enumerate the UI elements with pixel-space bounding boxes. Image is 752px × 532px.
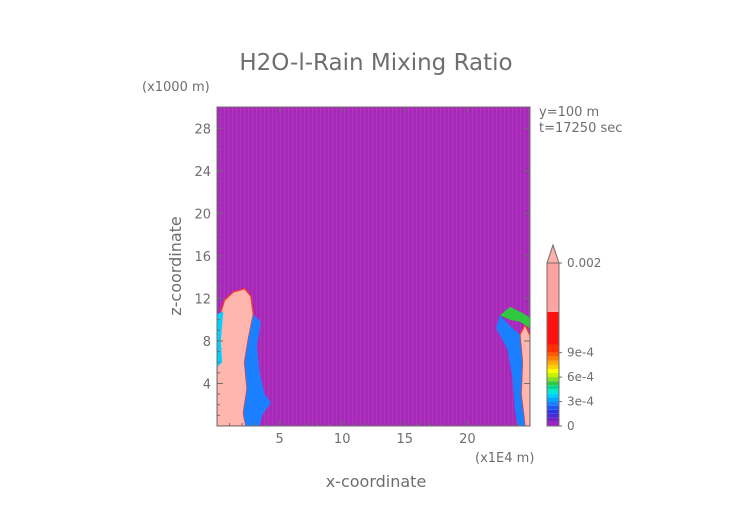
y-tick-label: 12 (194, 292, 211, 307)
x-tick-label: 15 (397, 432, 414, 447)
colorbar-band (547, 373, 559, 378)
colorbar-label: 9e-4 (567, 346, 594, 360)
colorbar-band (547, 405, 559, 410)
colorbar-band (547, 393, 559, 398)
field-texture (217, 107, 530, 426)
annotation-t: t=17250 sec (539, 121, 622, 136)
y-tick-label: 16 (194, 250, 211, 265)
y-tick-label: 4 (203, 377, 211, 392)
colorbar-band (547, 263, 559, 312)
colorbar-band (547, 417, 559, 422)
left-rain-fringe (243, 314, 271, 426)
y-tick-label: 8 (203, 335, 211, 350)
colorbar-label: 0.002 (567, 256, 601, 270)
y-axis: 4 8 12 16 20 24 28 (194, 106, 530, 427)
x-tick-label: 10 (334, 432, 351, 447)
x-tick-label: 20 (459, 432, 476, 447)
colorbar-band (547, 311, 559, 345)
colorbar-frame (546, 262, 560, 427)
colorbar-band (547, 421, 559, 426)
colorbar-band (547, 364, 559, 369)
y-tick-label: 20 (194, 207, 211, 222)
colorbar-band (547, 401, 559, 406)
plot-area (217, 107, 530, 426)
annotation-y: y=100 m (539, 105, 599, 120)
y-tick-label: 24 (194, 165, 211, 180)
x-axis: 5 10 15 20 (216, 107, 531, 447)
colorbar-label: 6e-4 (567, 370, 594, 384)
colorbar-band (547, 352, 559, 357)
colorbar-band (547, 377, 559, 382)
colorbar-band (547, 409, 559, 414)
left-edge-band (217, 311, 224, 368)
x-tick-label: 5 (275, 432, 283, 447)
colorbar-band (547, 413, 559, 418)
colorbar-band (547, 344, 559, 353)
y-axis-title: z-coordinate (166, 216, 185, 316)
colorbar: 0 3e-4 6e-4 9e-4 0.002 (546, 243, 601, 433)
colorbar-label: 3e-4 (567, 395, 594, 409)
colorbar-over-arrow (546, 243, 560, 264)
colorbar-band (547, 385, 559, 390)
x-axis-title: x-coordinate (326, 472, 427, 491)
colorbar-band (547, 356, 559, 361)
colorbar-label: 0 (567, 419, 575, 433)
chart-title: H2O-l-Rain Mixing Ratio (239, 50, 512, 76)
y-tick-label: 28 (194, 122, 211, 137)
colorbar-band (547, 360, 559, 365)
colorbar-band (547, 397, 559, 402)
x-unit-label: (x1E4 m) (475, 451, 534, 466)
right-upper-streak (500, 306, 530, 329)
colorbar-band (547, 368, 559, 374)
colorbar-band (547, 381, 559, 386)
y-unit-label: (x1000 m) (142, 80, 210, 95)
right-rain-fringe (496, 315, 525, 426)
colorbar-band (547, 389, 559, 394)
